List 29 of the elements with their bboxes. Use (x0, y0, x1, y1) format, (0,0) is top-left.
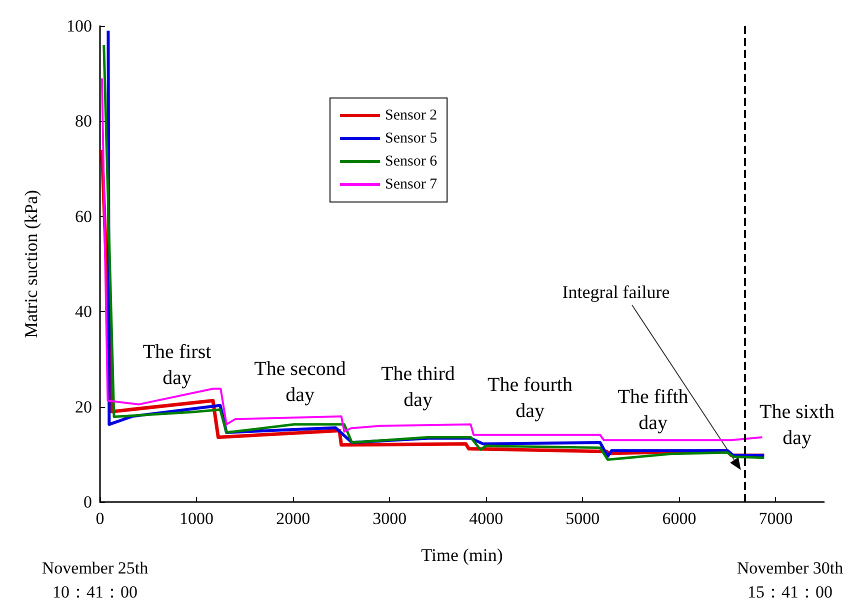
annotation: Integral failure (562, 282, 670, 302)
legend-label: Sensor 5 (385, 130, 438, 146)
legend-label: Sensor 6 (385, 154, 438, 170)
annotation: The sixth day (760, 401, 834, 449)
x-tick-label: 6000 (662, 509, 696, 528)
legend-label: Sensor 7 (385, 176, 438, 192)
annotation: The fourth day (488, 374, 572, 422)
text: November 25th 10：41：00 (42, 558, 149, 602)
y-tick-label: 100 (66, 16, 92, 36)
annotation: The fifth day (618, 386, 688, 434)
text: November 30th 15：41：00 (736, 558, 844, 602)
y-tick-label: 20 (75, 397, 92, 416)
x-axis-title: Time (min) (421, 545, 503, 565)
x-tick-label: 2000 (276, 509, 310, 528)
annotation: The third day (381, 363, 455, 411)
y-tick-label: 40 (75, 302, 92, 322)
y-tick-label: 80 (75, 112, 92, 131)
x-tick-label: 0 (96, 509, 104, 528)
x-tick-label: 7000 (758, 509, 793, 528)
x-tick-label: 5000 (566, 509, 600, 528)
annotation: The second day (254, 358, 346, 406)
y-tick-label: 0 (84, 492, 92, 512)
annotation: The first day (142, 341, 212, 389)
x-tick-label: 1000 (180, 509, 214, 528)
x-tick-label: 3000 (372, 509, 407, 528)
y-tick-label: 60 (75, 206, 92, 226)
y-axis-title: Matric suction (kPa) (21, 190, 41, 338)
x-tick-label: 4000 (469, 509, 504, 528)
legend-label: Sensor 2 (385, 108, 438, 124)
